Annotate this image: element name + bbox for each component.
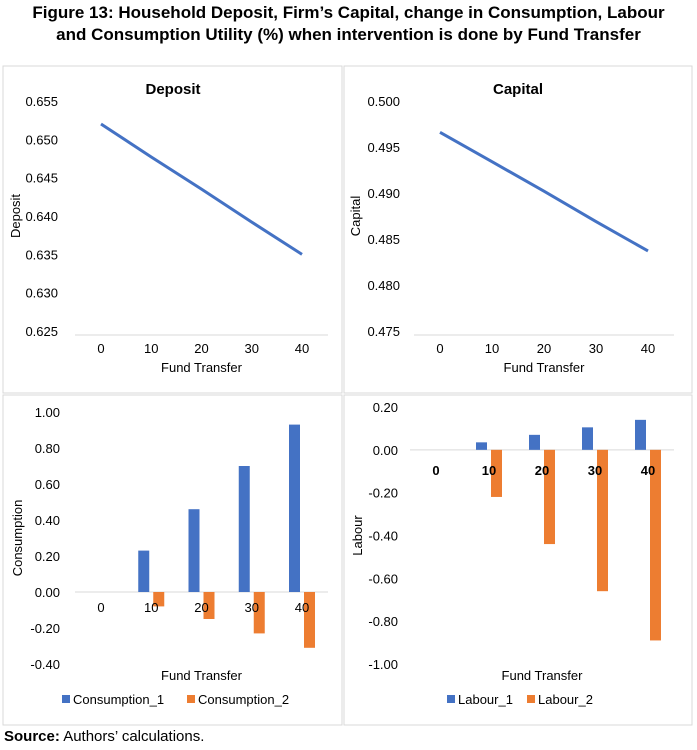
source-label: Source:: [4, 728, 60, 745]
bar-consumption_2: [304, 592, 315, 648]
y-tick-label: 0.630: [25, 286, 58, 301]
bar-labour_2: [491, 449, 502, 497]
legend-label: Labour_2: [538, 692, 593, 707]
source-text: Authors’ calculations.: [59, 728, 205, 745]
legend-label: Labour_1: [458, 692, 513, 707]
x-tick-label: 30: [245, 341, 259, 356]
x-tick-label: 40: [641, 341, 655, 356]
chart-panel: [2, 394, 343, 726]
legend-swatch: [447, 695, 455, 703]
y-tick-label: 0.655: [25, 94, 58, 109]
y-axis-label: Capital: [348, 196, 363, 237]
x-tick-label: 30: [588, 463, 602, 478]
x-tick-label: 40: [295, 600, 309, 615]
y-tick-label: -0.20: [30, 621, 60, 636]
y-tick-label: -1.00: [368, 657, 398, 672]
figure-title: Figure 13: Household Deposit, Firm’s Cap…: [0, 2, 697, 46]
bar-labour_2: [650, 449, 661, 641]
y-tick-label: -0.80: [368, 614, 398, 629]
x-tick-label: 0: [97, 341, 104, 356]
bar-labour_1: [476, 442, 487, 450]
x-tick-label: 20: [535, 463, 549, 478]
bar-consumption_1: [238, 466, 250, 592]
chart-panel: [2, 65, 343, 394]
y-tick-label: 0.485: [367, 232, 400, 247]
legend-swatch: [187, 695, 195, 703]
x-tick-label: 10: [482, 463, 496, 478]
series-line: [100, 122, 303, 256]
y-tick-label: 0.500: [367, 94, 400, 109]
bar-consumption_2: [203, 592, 215, 619]
title-line-1: Figure 13: Household Deposit, Firm’s Cap…: [32, 3, 665, 22]
y-tick-label: 0.495: [367, 140, 400, 155]
bar-labour_1: [529, 434, 540, 450]
y-axis-label: Consumption: [10, 500, 25, 577]
x-tick-label: 20: [537, 341, 551, 356]
bar-labour_1: [635, 419, 646, 450]
y-tick-label: 0.635: [25, 247, 58, 262]
x-tick-label: 0: [436, 341, 443, 356]
bar-labour_1: [582, 427, 593, 450]
y-tick-label: 0.625: [25, 324, 58, 339]
x-tick-label: 0: [432, 463, 439, 478]
title-line-2: and Consumption Utility (%) when interve…: [56, 25, 641, 44]
x-tick-label: 30: [589, 341, 603, 356]
y-tick-label: 0.490: [367, 186, 400, 201]
legend-label: Consumption_2: [198, 692, 289, 707]
x-axis-label: Fund Transfer: [504, 360, 586, 375]
y-tick-label: 0.60: [35, 477, 60, 492]
y-tick-label: 0.80: [35, 441, 60, 456]
y-tick-label: 0.20: [35, 549, 60, 564]
x-tick-label: 0: [97, 600, 104, 615]
y-axis-label: Deposit: [8, 194, 23, 238]
y-tick-label: 0.640: [25, 209, 58, 224]
y-tick-label: -0.60: [368, 571, 398, 586]
bar-labour_2: [544, 449, 555, 545]
x-tick-label: 20: [194, 341, 208, 356]
y-tick-label: 0.20: [373, 400, 398, 415]
x-tick-label: 20: [194, 600, 208, 615]
bar-consumption_2: [153, 592, 165, 607]
bar-consumption_1: [289, 424, 300, 592]
y-tick-label: 0.00: [373, 443, 398, 458]
y-tick-label: 1.00: [35, 405, 60, 420]
chart-title: Capital: [493, 81, 543, 98]
x-axis-label: Fund Transfer: [502, 668, 584, 683]
chart-panel: [343, 65, 693, 394]
x-tick-label: 10: [144, 341, 158, 356]
y-tick-label: 0.480: [367, 278, 400, 293]
y-tick-label: 0.40: [35, 513, 60, 528]
y-tick-label: 0.645: [25, 171, 58, 186]
x-tick-label: 10: [144, 600, 158, 615]
y-tick-label: -0.40: [30, 657, 60, 672]
bar-consumption_1: [138, 550, 150, 592]
legend-swatch: [62, 695, 70, 703]
legend-swatch: [527, 695, 535, 703]
chart-title: Deposit: [145, 81, 200, 98]
source-note: Source: Authors’ calculations.: [4, 728, 204, 745]
series-line: [439, 130, 649, 253]
x-axis-label: Fund Transfer: [161, 360, 243, 375]
legend-label: Consumption_1: [73, 692, 164, 707]
bar-consumption_1: [188, 509, 200, 592]
y-tick-label: 0.00: [35, 585, 60, 600]
y-tick-label: 0.650: [25, 132, 58, 147]
x-tick-label: 40: [641, 463, 655, 478]
x-axis-label: Fund Transfer: [161, 668, 243, 683]
x-tick-label: 40: [295, 341, 309, 356]
y-tick-label: -0.40: [368, 529, 398, 544]
y-axis-label: Labour: [350, 515, 365, 556]
x-tick-label: 30: [245, 600, 259, 615]
bar-labour_2: [597, 449, 608, 592]
y-tick-label: 0.475: [367, 324, 400, 339]
x-tick-label: 10: [485, 341, 499, 356]
bar-consumption_2: [253, 592, 265, 634]
y-tick-label: -0.20: [368, 486, 398, 501]
